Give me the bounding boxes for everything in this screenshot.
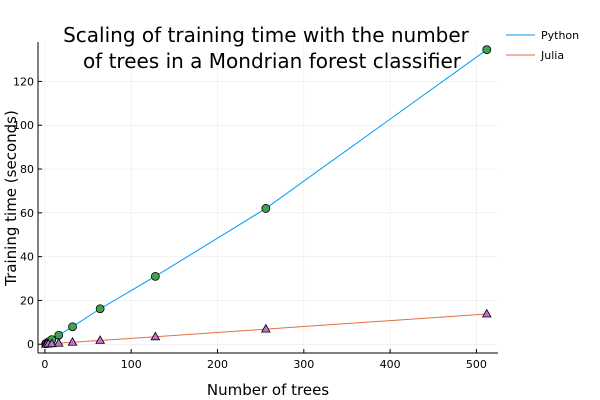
x-tick-label: 300 <box>293 358 314 371</box>
data-point-julia <box>46 338 57 348</box>
series <box>40 45 492 349</box>
x-axis-title: Number of trees <box>207 381 329 399</box>
data-point-python <box>482 45 492 55</box>
axes <box>37 42 498 354</box>
chart-title-line-1: Scaling of training time with the number <box>63 23 470 47</box>
data-point-python <box>261 204 271 213</box>
series-line-python <box>45 49 488 345</box>
x-tick-label: 500 <box>466 358 487 371</box>
x-tick-label: 0 <box>41 358 48 371</box>
y-axis-title: Training time (seconds) <box>2 110 20 287</box>
data-point-julia <box>481 308 492 318</box>
data-point-julia <box>260 323 271 333</box>
legend-label-python: Python <box>541 29 579 42</box>
data-point-python <box>150 271 160 281</box>
data-point-julia <box>53 337 64 347</box>
y-tick-label: 80 <box>20 163 34 176</box>
y-tick-label: 20 <box>20 294 34 307</box>
x-tick-label: 400 <box>380 358 401 371</box>
chart-title-line-2: of trees in a Mondrian forest classifier <box>83 49 462 73</box>
data-point-julia <box>67 336 78 346</box>
x-tick-label: 100 <box>121 358 142 371</box>
y-tick-label: 0 <box>27 338 34 351</box>
grid <box>38 42 498 353</box>
legend-label-julia: Julia <box>540 49 564 62</box>
y-tick-label: 120 <box>13 75 34 88</box>
data-point-julia <box>150 331 161 341</box>
y-tick-label: 40 <box>20 251 34 264</box>
data-point-python <box>95 304 105 314</box>
data-point-python <box>68 322 77 332</box>
y-tick-label: 60 <box>20 207 34 220</box>
x-tick-label: 200 <box>207 358 228 371</box>
data-point-julia <box>95 335 106 344</box>
y-tick-label: 100 <box>13 119 34 132</box>
y-ticks: 0 20 40 60 80 100 120 <box>13 75 42 351</box>
legend: Python Julia <box>506 29 579 62</box>
x-ticks: 0 100 200 300 400 500 <box>41 349 487 371</box>
